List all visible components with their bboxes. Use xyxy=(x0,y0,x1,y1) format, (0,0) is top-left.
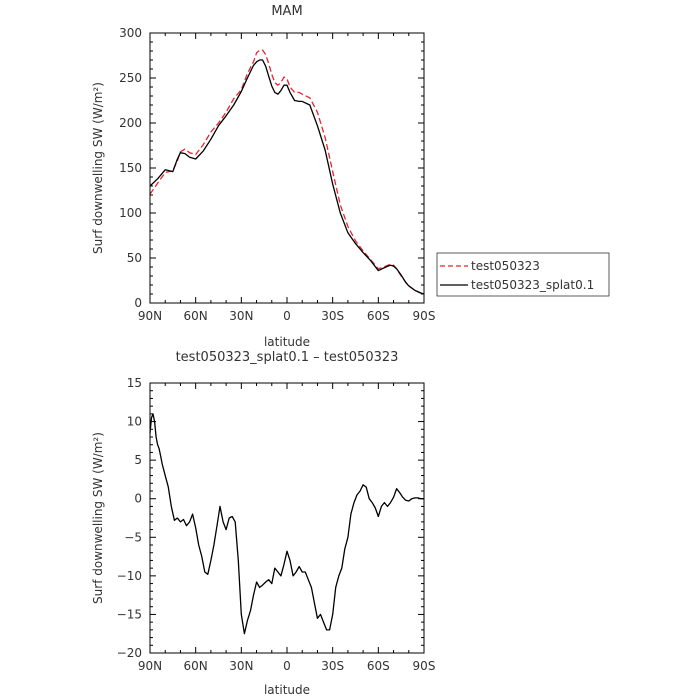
bottom-chart-ylabel: Surf downwelling SW (W/m²) xyxy=(91,432,105,604)
top-chart-series xyxy=(149,49,425,295)
x-tick-label: 90S xyxy=(413,659,436,673)
series-line-difference-0 xyxy=(149,413,424,635)
y-tick-label: 100 xyxy=(119,206,142,220)
bottom-chart-title: test050323_splat0.1 – test050323 xyxy=(176,350,399,365)
y-tick-label: 300 xyxy=(119,26,142,40)
bottom-chart-xlabel: latitude xyxy=(264,683,310,697)
series-line-test050323-splat0-1 xyxy=(149,59,425,295)
y-tick-label: −20 xyxy=(117,646,142,660)
legend-box xyxy=(436,252,610,297)
top-chart-ylabel: Surf downwelling SW (W/m²) xyxy=(91,82,105,254)
y-tick-label: 10 xyxy=(127,415,142,429)
legend-label-test050323: test050323 xyxy=(471,259,540,273)
x-tick-label: 90N xyxy=(138,309,162,323)
x-tick-label: 60S xyxy=(367,309,390,323)
x-tick-label: 90N xyxy=(138,659,162,673)
legend: test050323 test050323_splat0.1 xyxy=(436,252,610,297)
x-tick-label: 90S xyxy=(413,309,436,323)
series-line-test050323 xyxy=(149,49,425,295)
y-tick-label: 0 xyxy=(134,296,142,310)
y-tick-label: 250 xyxy=(119,71,142,85)
y-tick-label: 200 xyxy=(119,116,142,130)
y-tick-label: 0 xyxy=(134,492,142,506)
top-chart-xlabel: latitude xyxy=(264,335,310,349)
y-tick-label: 50 xyxy=(127,251,142,265)
y-tick-label: −15 xyxy=(117,607,142,621)
x-tick-label: 30S xyxy=(321,309,344,323)
y-tick-label: 5 xyxy=(134,453,142,467)
x-tick-label: 0 xyxy=(283,659,291,673)
x-tick-label: 60S xyxy=(367,659,390,673)
y-tick-label: −5 xyxy=(124,530,142,544)
bottom-chart-frame xyxy=(149,382,425,654)
x-tick-label: 0 xyxy=(283,309,291,323)
y-tick-label: 15 xyxy=(127,376,142,390)
bottom-chart-ticks: 90N 60N 30N 0 30S 60S 90S −20 −15 −10 −5 0 5 10 15 xyxy=(117,376,436,673)
top-chart: MAM latitude Surf downwelling SW (W/m²) … xyxy=(91,4,435,349)
top-chart-frame xyxy=(149,32,425,304)
top-chart-title: MAM xyxy=(271,4,302,19)
bottom-chart-series xyxy=(149,413,424,635)
y-tick-label: 150 xyxy=(119,161,142,175)
x-tick-label: 30S xyxy=(321,659,344,673)
x-tick-label: 60N xyxy=(184,659,208,673)
x-tick-label: 30N xyxy=(229,309,253,323)
top-chart-ticks: 90N 60N 30N 0 30S 60S 90S 0 50 100 150 200 250 300 xyxy=(119,26,435,323)
legend-label-splat: test050323_splat0.1 xyxy=(471,278,594,292)
x-tick-label: 60N xyxy=(184,309,208,323)
x-tick-label: 30N xyxy=(229,659,253,673)
y-tick-label: −10 xyxy=(117,569,142,583)
bottom-chart: test050323_splat0.1 – test050323 latitud… xyxy=(91,350,435,697)
